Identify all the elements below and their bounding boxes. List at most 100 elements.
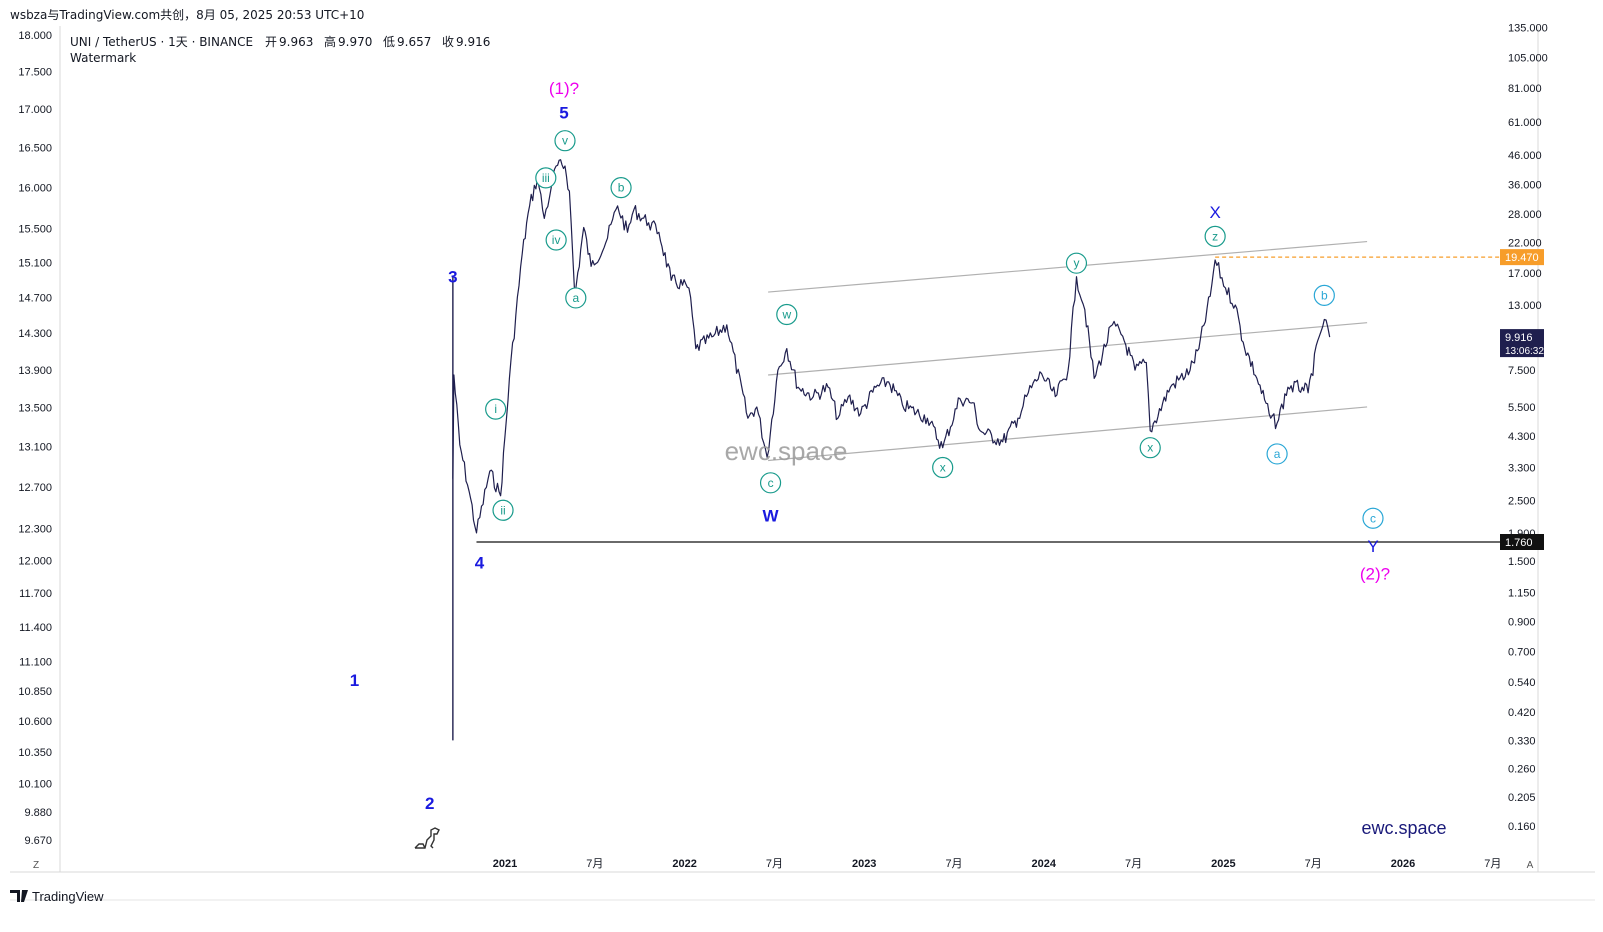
time-axis-tick-11: 7月: [1484, 858, 1501, 870]
right-axis-tick-11: 7.500: [1508, 365, 1536, 377]
wave-label-3: iii: [542, 171, 550, 185]
wave-label-9: ii: [500, 503, 505, 517]
right-axis-tick-21: 0.540: [1508, 677, 1536, 689]
wave-label-circle-21: [1266, 443, 1288, 465]
wave-label-16: x: [940, 460, 946, 474]
wave-label-circle-14: [759, 472, 782, 494]
right-axis-tick-4: 46.000: [1508, 150, 1542, 162]
left-axis-tick-1: 17.500: [18, 66, 52, 78]
left-axis-tick-12: 12.700: [18, 482, 52, 494]
resistance-price-tag-bg: [1500, 249, 1544, 266]
channel-line-1: [768, 322, 1368, 376]
left-axis-tick-17: 11.100: [19, 656, 52, 668]
left-axis-tick-19: 10.600: [18, 716, 52, 728]
ohlc-readout: 开 9.963 高 9.970 低 9.657 收 9.916: [265, 34, 490, 49]
right-axis-tick-20: 0.700: [1508, 646, 1536, 658]
wave-label-circle-5: [565, 287, 587, 309]
last-price-tag-countdown: 13:06:32: [1505, 346, 1544, 357]
time-axis-tick-9: 7月: [1305, 858, 1322, 870]
left-price-axis[interactable]: 18.000 17.500 17.000 16.500 16.000 15.500 15.1…: [18, 30, 52, 847]
symbol-line[interactable]: UNI / TetherUS · 1天 · BINANCE: [70, 35, 253, 49]
watermark-indicator-label[interactable]: Watermark: [70, 51, 136, 65]
left-axis-tick-8: 14.300: [18, 328, 52, 340]
wave-label-14: c: [768, 476, 774, 490]
wave-label-1: 5: [559, 103, 568, 122]
right-axis-tick-18: 1.150: [1508, 587, 1536, 599]
right-axis-tick-0: 135.000: [1508, 23, 1548, 35]
wave-label-2: v: [562, 134, 568, 148]
ohlc-close-label: 收: [442, 35, 454, 49]
log-scale-button[interactable]: Z: [33, 860, 39, 871]
right-axis-tick-24: 0.260: [1508, 764, 1536, 776]
wave-label-circle-22: [1313, 284, 1335, 306]
time-axis-tick-1: 7月: [586, 858, 603, 870]
wave-label-19: z: [1212, 229, 1218, 243]
wave-label-21: a: [1274, 447, 1281, 461]
left-axis-tick-23: 9.670: [24, 835, 52, 847]
wave-label-24: Y: [1367, 537, 1378, 556]
wave-label-circle-9: [492, 499, 514, 521]
left-axis-tick-4: 16.000: [18, 183, 52, 195]
left-axis-tick-21: 10.100: [18, 779, 52, 791]
time-axis-tick-10: 2026: [1391, 858, 1415, 870]
ohlc-close-value: 9.916: [456, 35, 490, 49]
wave-label-circle-17: [1065, 252, 1088, 274]
left-axis-tick-5: 15.500: [18, 224, 52, 236]
tradingview-logo-icon: [10, 890, 28, 902]
right-axis-tick-15: 2.500: [1508, 495, 1536, 507]
time-axis[interactable]: 2021 7月 2022 7月 2023 7月 2024 7月 2025 7月 2026 7月: [493, 858, 1502, 870]
wave-label-7: 3: [448, 268, 457, 287]
ohlc-low-label: 低: [383, 35, 395, 49]
channel-line-0: [768, 406, 1368, 462]
wave-label-circle-16: [932, 456, 954, 479]
time-axis-tick-4: 2023: [852, 858, 876, 870]
right-axis-tick-9: 13.000: [1508, 300, 1542, 312]
wave-label-5: a: [572, 291, 579, 305]
wave-label-12: 2: [425, 794, 434, 813]
left-axis-tick-13: 12.300: [18, 523, 52, 535]
wave-label-circle-2: [554, 130, 576, 152]
right-axis-tick-19: 0.900: [1508, 616, 1536, 628]
left-axis-tick-2: 17.000: [18, 104, 52, 116]
time-axis-tick-0: 2021: [493, 858, 517, 870]
last-price-tag-bg: [1500, 329, 1544, 358]
right-axis-tick-17: 1.500: [1508, 556, 1536, 568]
left-axis-tick-16: 11.400: [19, 622, 52, 634]
left-axis-tick-14: 12.000: [18, 555, 52, 567]
right-axis-tick-7: 22.000: [1508, 238, 1542, 250]
left-axis-tick-9: 13.900: [18, 365, 52, 377]
left-axis-tick-18: 10.850: [18, 686, 52, 698]
left-axis-tick-3: 16.500: [18, 143, 52, 155]
wave-label-0: (1)?: [549, 79, 579, 98]
left-axis-tick-20: 10.350: [18, 747, 52, 759]
wave-label-18: x: [1147, 441, 1153, 455]
wave-label-circle-19: [1204, 225, 1226, 247]
right-axis-tick-22: 0.420: [1508, 707, 1536, 719]
auto-scale-button[interactable]: A: [1527, 860, 1534, 871]
tradingview-brand-text: TradingView: [32, 889, 104, 904]
right-axis-tick-23: 0.330: [1508, 735, 1536, 747]
center-site-text: ewc.space: [725, 436, 848, 466]
dinosaur-icon: [414, 827, 440, 849]
time-axis-tick-7: 7月: [1125, 858, 1142, 870]
corner-site-text: ewc.space: [1361, 818, 1446, 838]
price-series: [452, 159, 1331, 534]
wave-label-circle-18: [1139, 437, 1161, 459]
left-axis-tick-0: 18.000: [18, 30, 52, 42]
wave-label-20: X: [1209, 203, 1220, 222]
wave-label-circle-23: [1362, 507, 1384, 529]
wave-label-10: 4: [475, 554, 485, 573]
last-price-tag: 9.916: [1505, 332, 1533, 344]
time-axis-tick-6: 2024: [1032, 858, 1057, 870]
left-axis-tick-22: 9.880: [24, 807, 52, 819]
time-axis-tick-2: 2022: [672, 858, 696, 870]
wave-label-4: iv: [552, 233, 561, 247]
wave-label-22: b: [1321, 288, 1328, 302]
tradingview-logo[interactable]: TradingView: [10, 889, 104, 904]
time-axis-tick-8: 2025: [1211, 858, 1235, 870]
wave-label-circle-3: [535, 167, 557, 189]
right-axis-tick-14: 3.300: [1508, 462, 1536, 474]
left-axis-tick-6: 15.100: [18, 258, 52, 270]
